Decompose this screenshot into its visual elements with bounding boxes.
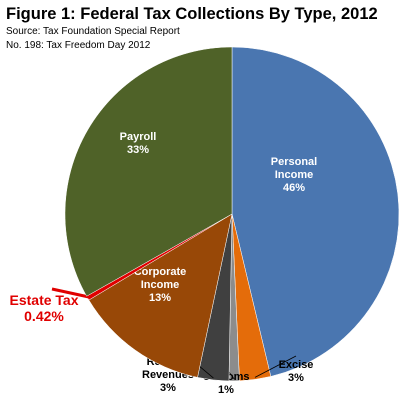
estate-leader-line [51, 287, 90, 299]
chart-title: Figure 1: Federal Tax Collections By Typ… [6, 5, 378, 23]
chart-source: Source: Tax Foundation Special Report [6, 26, 180, 37]
slice-value-label: 33% [127, 144, 149, 156]
slice-value-label: 3% [160, 382, 176, 394]
chart-source: No. 198: Tax Freedom Day 2012 [6, 40, 151, 51]
slice-value-label: 0.42% [24, 308, 64, 324]
pie-slice [64, 46, 233, 297]
pie-slice [231, 46, 400, 377]
slice-label: Estate Tax [10, 292, 79, 308]
slice-label-line: Excise [279, 359, 314, 371]
leader-line [254, 355, 297, 378]
slice-label: Personal Income [271, 156, 317, 181]
slice-value-label: 46% [283, 182, 305, 194]
slice-label-line: Income [141, 279, 180, 291]
slice-label-line: Income [275, 169, 314, 181]
slice-value-label: 3% [288, 372, 304, 384]
slice-label-line: Personal [271, 156, 317, 168]
slice-label: Payroll [120, 131, 157, 143]
slice-label-line: Payroll [120, 131, 157, 143]
slice-label: Excise [279, 359, 314, 371]
slice-label-line: Corporate [134, 266, 187, 278]
slice-label: Corporate Income [134, 266, 187, 291]
slice-value-label: 13% [149, 292, 171, 304]
pie-slice [88, 213, 233, 378]
slice-label-line: Estate Tax [10, 292, 79, 308]
slice-value-label: 1% [218, 384, 234, 396]
